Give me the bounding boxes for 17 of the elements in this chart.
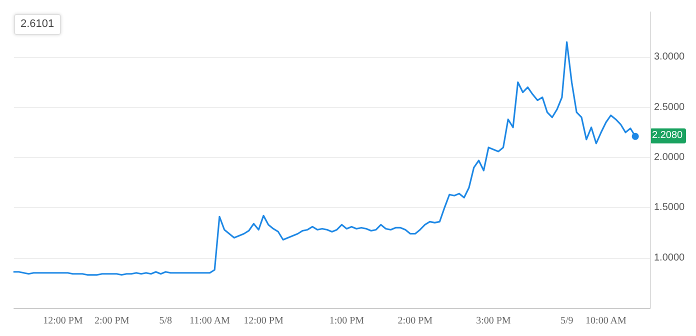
x-tick-label: 2:00 PM — [94, 316, 130, 326]
x-tick-label: 10:00 AM — [586, 316, 626, 326]
x-tick-label: 12:00 PM — [43, 316, 83, 326]
y-tick-label: 3.0000 — [654, 52, 686, 63]
y-tick-label: 1.0000 — [654, 252, 686, 264]
text: 2.2080 — [652, 130, 684, 141]
x-tick-label: 5/8 — [159, 316, 172, 326]
x-tick-label: 3:00 PM — [476, 316, 511, 326]
x-tick-label: 5/9 — [560, 316, 574, 326]
y-tick-label: 1.5000 — [654, 202, 686, 214]
x-tick-label: 12:00 PM — [244, 316, 284, 326]
x-tick-label: 1:00 PM — [329, 316, 364, 326]
x-tick-label: 11:00 AM — [189, 316, 230, 326]
annotation: 2.6101 — [20, 18, 54, 30]
x-tick-label: 2:00 PM — [398, 316, 433, 326]
y-tick-label: 2.0000 — [654, 152, 686, 163]
y-tick-label: 2.5000 — [654, 102, 686, 113]
